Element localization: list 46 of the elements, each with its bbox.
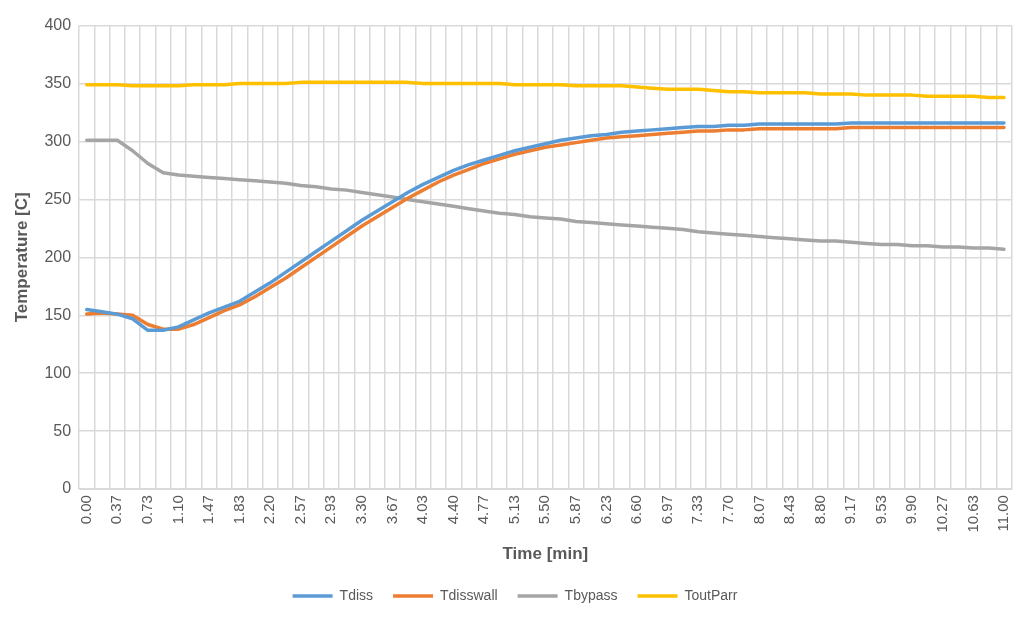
x-tick-label: 1.10 <box>168 495 186 525</box>
y-tick-label: 350 <box>44 73 72 91</box>
y-tick-label: 100 <box>44 363 72 381</box>
legend-label: Tdisswall <box>440 586 498 603</box>
legend-label: Tdiss <box>339 586 374 603</box>
x-tick-label: 4.03 <box>413 495 431 525</box>
x-tick-label: 2.93 <box>321 495 339 525</box>
x-tick-label: 0.00 <box>76 495 94 525</box>
x-tick-label: 10.63 <box>963 495 981 533</box>
x-tick-label: 7.70 <box>718 495 736 525</box>
y-tick-label: 400 <box>44 16 72 34</box>
y-tick-label: 150 <box>44 305 72 323</box>
legend-label: ToutParr <box>684 586 738 603</box>
x-tick-label: 4.77 <box>474 495 492 525</box>
x-tick-label: 1.47 <box>199 495 217 525</box>
x-tick-label: 9.90 <box>902 495 920 525</box>
x-tick-label: 0.37 <box>107 495 125 525</box>
x-tick-label: 3.67 <box>382 495 400 525</box>
x-axis-title: Time [min] <box>502 544 589 564</box>
x-tick-label: 6.23 <box>596 495 614 525</box>
y-tick-label: 0 <box>62 479 72 497</box>
y-tick-label: 300 <box>44 131 72 149</box>
x-tick-label: 0.73 <box>138 495 156 525</box>
x-tick-label: 10.27 <box>932 495 950 533</box>
y-tick-label: 250 <box>44 189 72 207</box>
x-tick-label: 9.17 <box>841 495 859 525</box>
x-tick-label: 11.00 <box>994 495 1012 532</box>
x-tick-label: 4.40 <box>443 495 461 525</box>
x-tick-label: 1.83 <box>229 495 247 525</box>
x-tick-label: 5.13 <box>504 495 522 525</box>
legend-label: Tbypass <box>564 586 618 603</box>
x-tick-label: 5.87 <box>566 495 584 525</box>
y-axis-title: Temperature [C] <box>11 192 31 323</box>
x-tick-label: 6.60 <box>627 495 645 525</box>
x-tick-label: 8.80 <box>810 495 828 525</box>
y-tick-label: 200 <box>44 247 72 265</box>
x-tick-label: 2.57 <box>290 495 308 525</box>
x-tick-label: 6.97 <box>657 495 675 525</box>
x-tick-label: 9.53 <box>871 495 889 525</box>
x-tick-label: 8.07 <box>749 495 767 525</box>
x-tick-label: 2.20 <box>260 495 278 525</box>
x-tick-label: 7.33 <box>688 495 706 525</box>
x-tick-label: 5.50 <box>535 495 553 525</box>
y-tick-label: 50 <box>53 421 72 439</box>
x-tick-label: 8.43 <box>780 495 798 525</box>
x-tick-label: 3.30 <box>352 495 370 525</box>
